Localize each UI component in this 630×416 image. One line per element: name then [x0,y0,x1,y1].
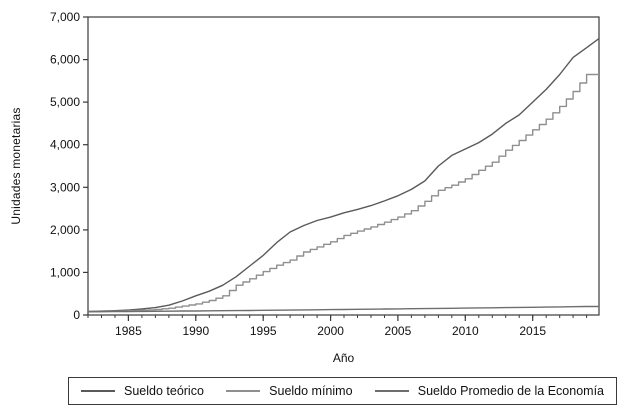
x-tick-label: 1990 [182,324,209,338]
legend-label: Sueldo mínimo [269,384,353,398]
x-tick-label: 2015 [519,324,546,338]
x-tick-label: 1995 [250,324,277,338]
legend: Sueldo teórico Sueldo mínimo Sueldo Prom… [68,377,617,405]
legend-item: Sueldo mínimo [226,384,353,398]
series-line [87,305,599,313]
y-tick-label: 3,000 [50,180,80,194]
legend-line-swatch [374,390,409,392]
series-line [87,38,600,313]
y-tick-label: 5,000 [50,95,80,109]
y-tick-label: 6,000 [50,53,80,67]
plot-frame [87,16,600,316]
x-tick-label: 2000 [317,324,344,338]
y-tick-label: 4,000 [50,138,80,152]
y-tick-label: 0 [73,308,80,322]
plot-area: 0 1,000 2,000 3,000 4,000 5,000 6,000 7,000 1985… [50,10,600,338]
legend-label: Sueldo teórico [124,384,204,398]
y-tick-label: 1,000 [50,265,80,279]
x-tick-label: 2005 [385,324,412,338]
x-tick-label: 1985 [115,324,142,338]
y-axis-title: Unidades monetarias [9,107,23,225]
legend-line-swatch [81,390,115,392]
legend-label: Sueldo Promedio de la Economía [417,384,604,398]
legend-item: Sueldo Promedio de la Economía [374,384,604,398]
legend-line-swatch [226,390,261,392]
series-line [88,73,599,313]
y-tick-label: 2,000 [50,223,80,237]
x-axis-title: Año [332,351,355,365]
legend-item: Sueldo teórico [81,384,204,398]
y-tick-label: 7,000 [50,10,80,24]
x-tick-label: 2010 [452,324,479,338]
